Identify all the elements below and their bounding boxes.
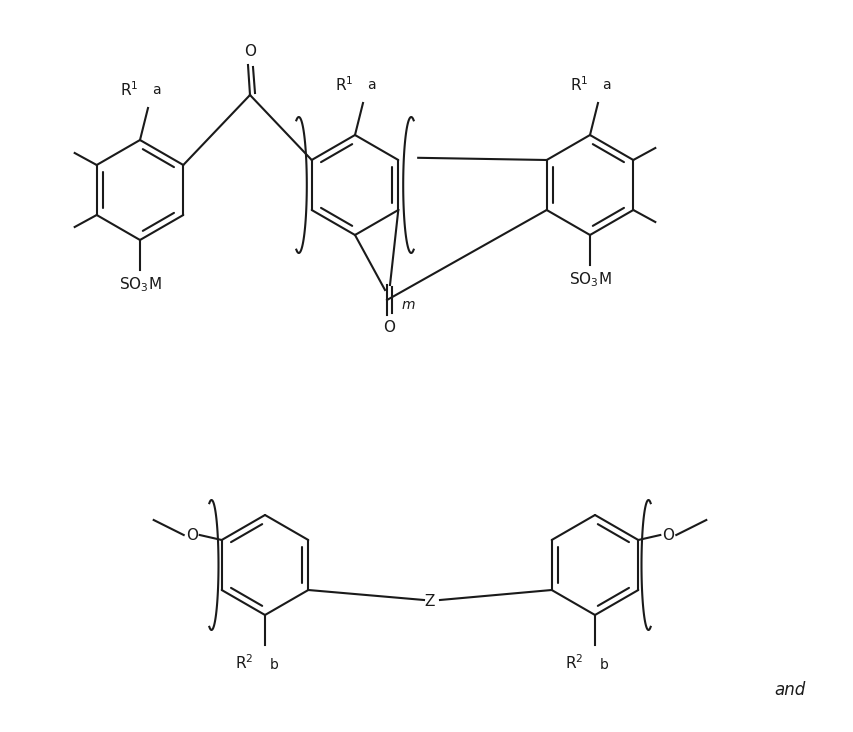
Text: $\mathsf{R^1}$: $\mathsf{R^1}$ <box>334 75 352 94</box>
Text: $\mathsf{R^2}$: $\mathsf{R^2}$ <box>235 654 252 673</box>
Text: O: O <box>244 45 256 59</box>
Text: $\mathsf{SO_3M}$: $\mathsf{SO_3M}$ <box>119 276 161 294</box>
Text: O: O <box>382 321 395 335</box>
Text: and: and <box>774 681 804 699</box>
Text: $\mathsf{R^2}$: $\mathsf{R^2}$ <box>564 654 583 673</box>
Text: Z: Z <box>424 594 435 610</box>
Text: $\mathsf{R^1}$: $\mathsf{R^1}$ <box>119 81 138 100</box>
Text: $\mathsf{R^1}$: $\mathsf{R^1}$ <box>569 75 588 94</box>
Text: a: a <box>601 78 610 92</box>
Text: m: m <box>402 298 415 312</box>
Text: b: b <box>270 658 279 672</box>
Text: $\mathsf{SO_3M}$: $\mathsf{SO_3M}$ <box>568 271 611 289</box>
Text: O: O <box>185 528 197 542</box>
Text: O: O <box>662 528 674 542</box>
Text: b: b <box>600 658 608 672</box>
Text: a: a <box>367 78 375 92</box>
Text: a: a <box>152 83 160 97</box>
